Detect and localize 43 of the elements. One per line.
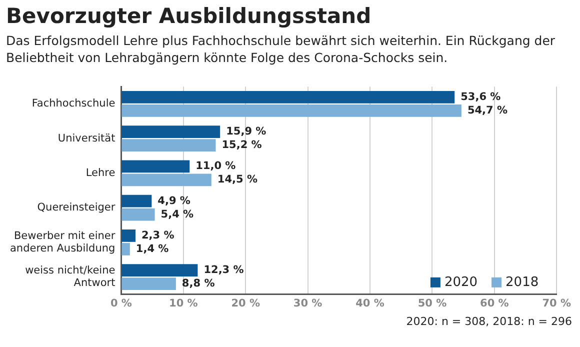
y-tick-label: Universität xyxy=(58,132,116,144)
x-tick-label: 50 % xyxy=(418,297,448,310)
bar xyxy=(122,278,176,290)
bar xyxy=(122,90,455,104)
bar xyxy=(122,139,216,152)
chart-subtitle: Das Erfolgsmodell Lehre plus Fachhochschule bewährt sich weiterhin. Ein Rückgang der Beliebtheit von Lehrabgängern könnte Folge des Corona-Schocks sein. xyxy=(5,32,556,67)
data-label: 4,9 % xyxy=(158,194,191,207)
y-tick-label: Quereinsteiger xyxy=(37,202,116,214)
bar xyxy=(122,104,462,117)
x-tick-label: 30 % xyxy=(293,297,323,310)
y-tick-label: Bewerber mit einer anderen Ausbildung xyxy=(10,230,116,254)
bar xyxy=(122,229,136,242)
x-tick-label: 60 % xyxy=(480,297,510,310)
x-tick-label: 40 % xyxy=(356,297,385,310)
bar xyxy=(122,242,130,256)
data-label: 2,3 % xyxy=(142,229,175,242)
text: 2020: n = 308, 2018: n = 296 xyxy=(406,315,572,328)
legend-label: 2018 xyxy=(506,274,539,290)
data-label: 1,4 % xyxy=(136,242,170,255)
bar xyxy=(122,264,198,277)
bar xyxy=(122,160,190,173)
bar xyxy=(122,194,152,208)
data-label: 15,9 % xyxy=(226,126,267,138)
x-tick-label: 10 % xyxy=(169,297,198,310)
y-tick-label: Lehre xyxy=(86,166,116,179)
data-label: 54,7 % xyxy=(467,104,508,116)
bar xyxy=(122,126,220,138)
data-label: 53,6 % xyxy=(460,90,502,103)
data-label: 8,8 % xyxy=(182,278,216,290)
data-label: 11,0 % xyxy=(196,160,236,172)
chart-title: Bevorzugter Ausbildungsstand xyxy=(5,3,372,28)
bar xyxy=(122,174,212,186)
x-tick-label: 0 % xyxy=(110,297,132,310)
x-tick-label: 20 % xyxy=(231,297,260,310)
data-label: 12,3 % xyxy=(204,264,244,276)
legend-label: 2020 xyxy=(444,274,478,290)
bar xyxy=(122,208,155,221)
y-tick-label: Fachhochschule xyxy=(32,98,116,110)
x-tick-label: 70 % xyxy=(542,297,572,310)
data-label: 5,4 % xyxy=(160,208,194,220)
data-label: 14,5 % xyxy=(217,174,258,186)
data-label: 15,2 % xyxy=(222,139,262,152)
y-tick-label: weiss nicht/keine Antwort xyxy=(25,264,116,290)
